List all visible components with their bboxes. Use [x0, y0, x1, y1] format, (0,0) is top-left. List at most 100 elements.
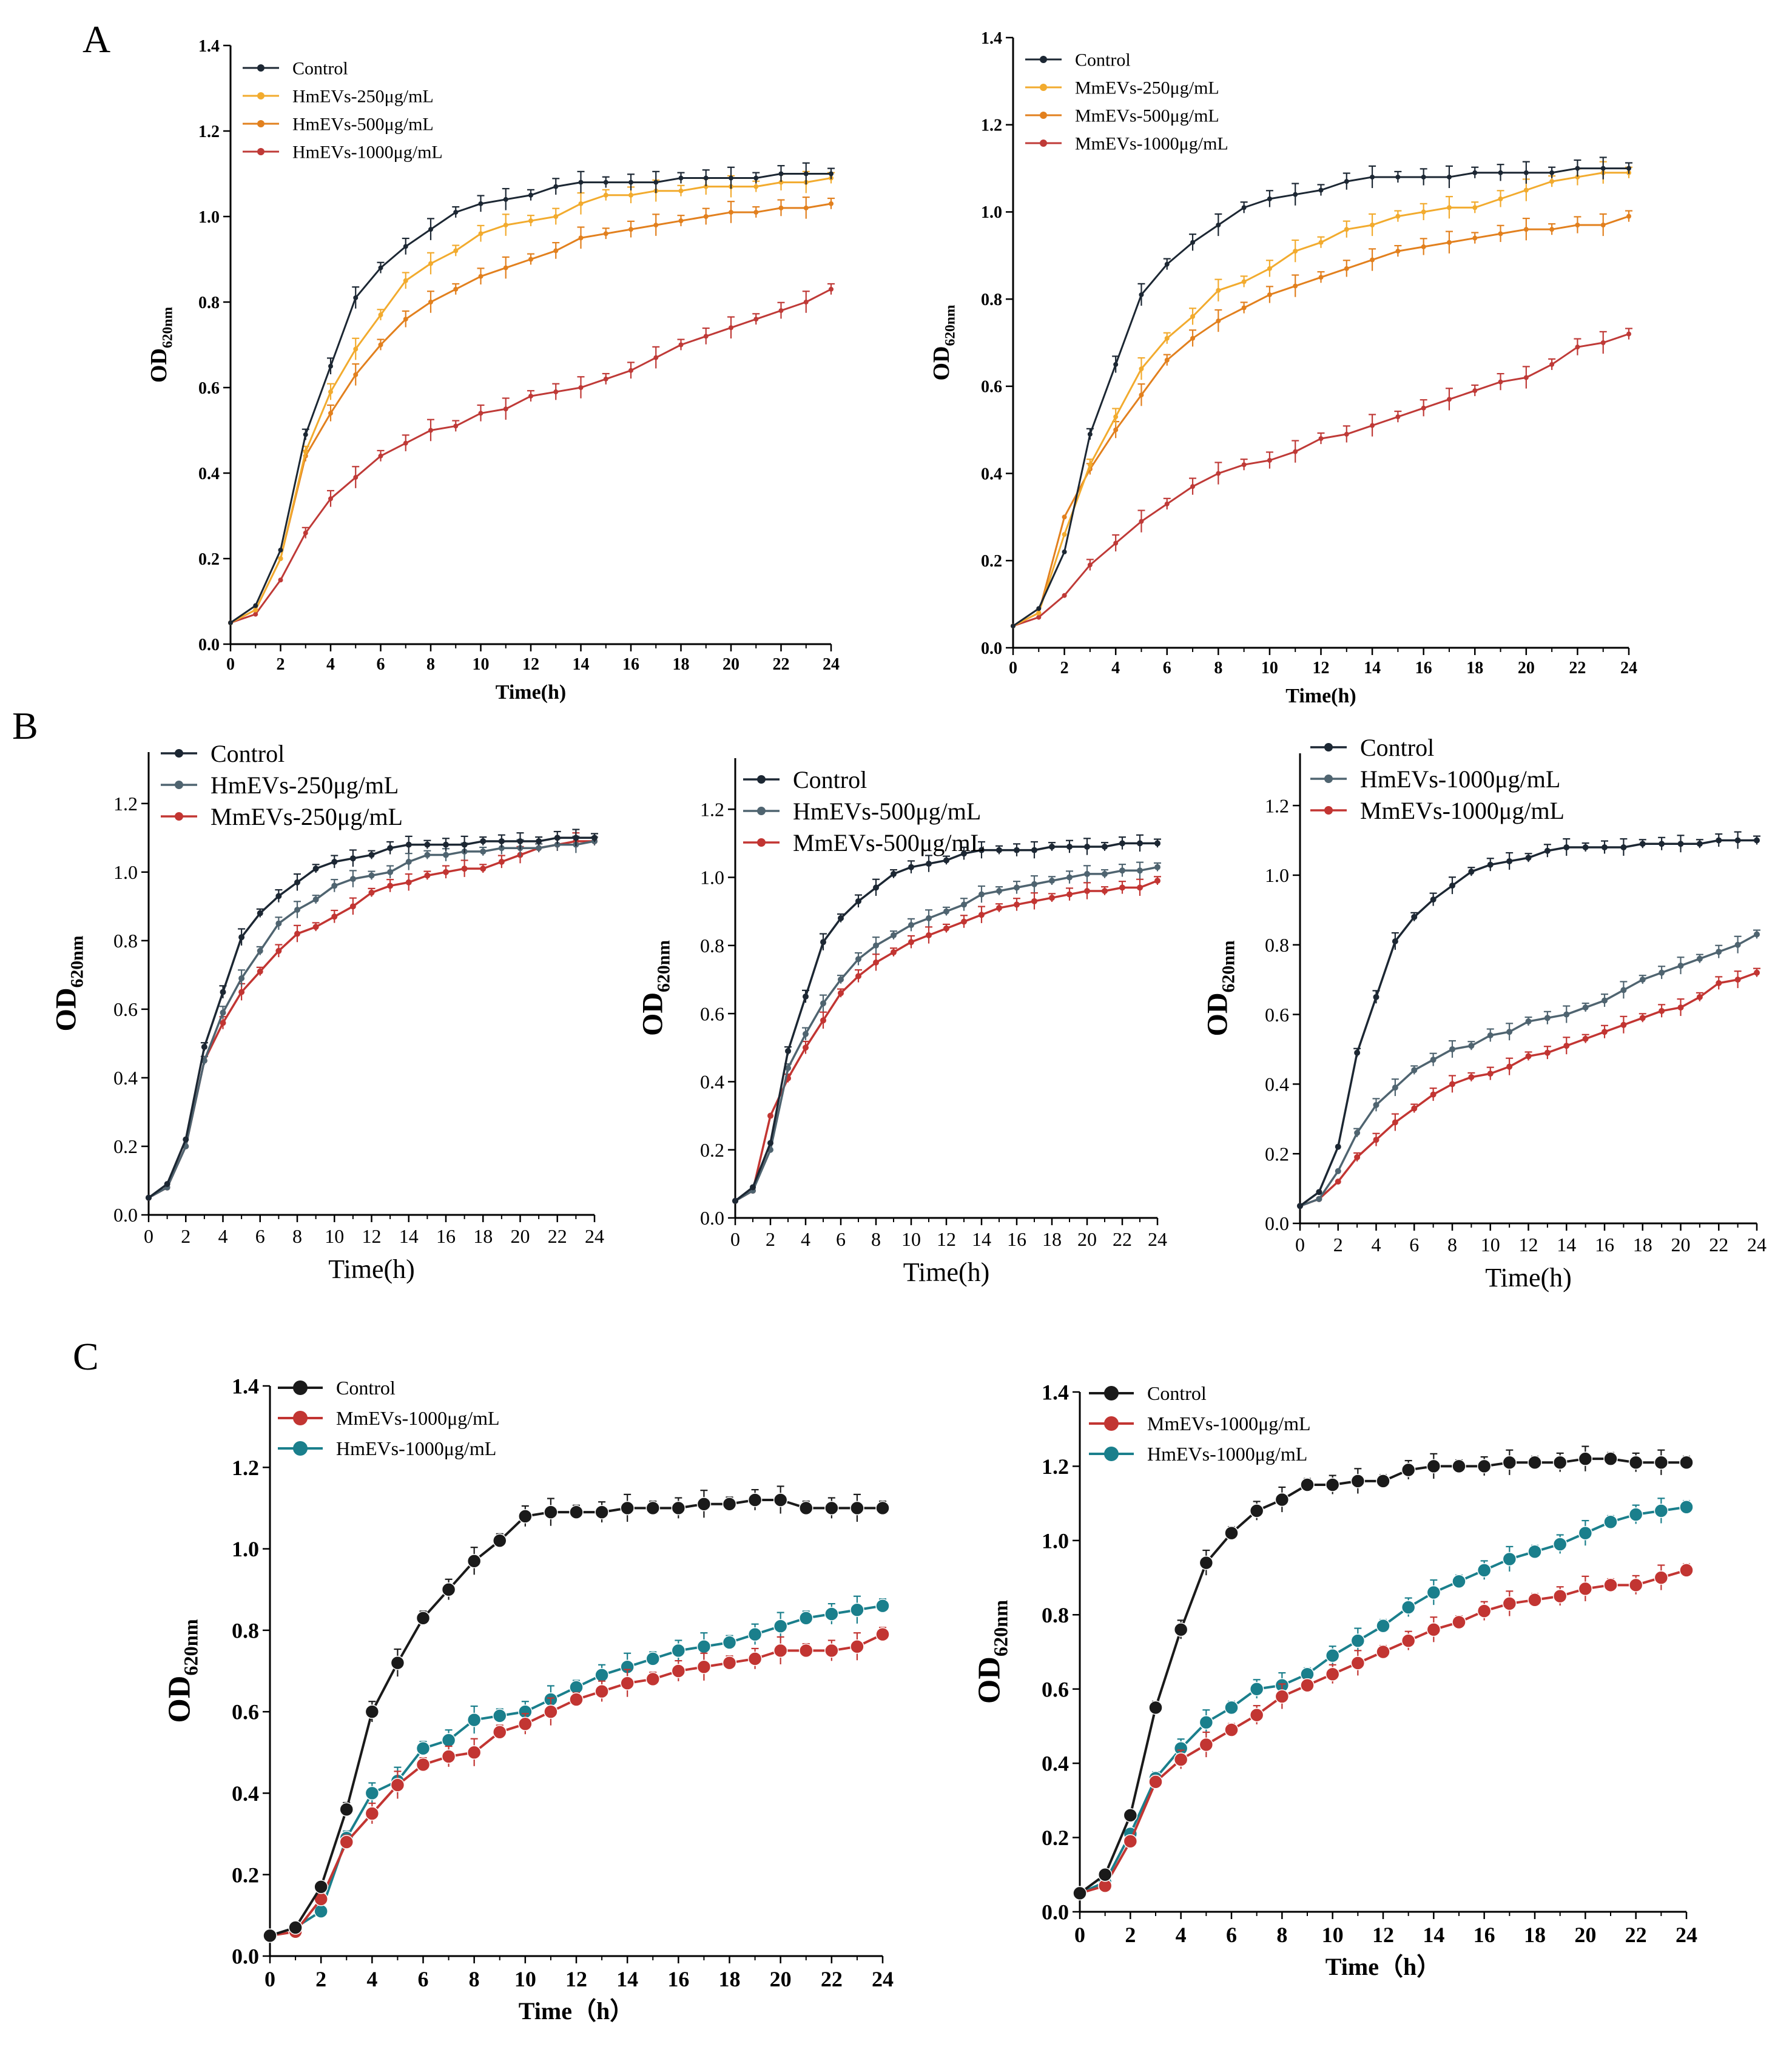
y-axis-label: OD620nm [163, 1619, 202, 1723]
data-point [1549, 227, 1555, 232]
y-tick-label: 1.2 [700, 798, 724, 820]
x-tick-label: 24 [1747, 1234, 1767, 1256]
y-tick-label: 1.0 [113, 861, 138, 883]
y-tick-label: 0.0 [700, 1207, 724, 1229]
data-point [536, 838, 542, 844]
data-point [1472, 205, 1478, 210]
legend-label: HmEVs-1000μg/mL [1360, 765, 1560, 793]
data-point [1350, 1633, 1366, 1648]
data-point [1241, 279, 1247, 284]
data-point [1148, 1700, 1163, 1715]
data-point [873, 942, 879, 949]
y-tick-label: 0.0 [113, 1204, 138, 1226]
data-point [278, 556, 283, 561]
x-tick-label: 0 [226, 655, 235, 674]
x-axis-label: Time(h) [903, 1257, 990, 1287]
data-point [799, 1501, 813, 1516]
data-point [1113, 414, 1119, 420]
legend-swatch-marker [257, 148, 264, 155]
data-point [753, 317, 759, 322]
data-point [1325, 1478, 1340, 1492]
x-tick-label: 10 [514, 1967, 536, 1991]
legend-item: MmEVs-1000μg/mL [278, 1407, 500, 1429]
legend-item: Control [1025, 50, 1131, 70]
legend-item: MmEVs-1000μg/mL [1310, 797, 1565, 824]
x-tick-label: 6 [1409, 1234, 1419, 1256]
data-point [1267, 196, 1272, 201]
data-point [1392, 1084, 1398, 1091]
data-point [722, 1496, 737, 1511]
y-tick-label: 0.8 [1042, 1603, 1069, 1627]
series-mmevs-1000-g-ml [1297, 967, 1760, 1209]
data-point [1173, 1622, 1188, 1637]
x-tick-label: 6 [255, 1225, 265, 1247]
data-point [253, 607, 258, 613]
data-point [824, 1607, 839, 1621]
y-tick-label: 0.8 [113, 930, 138, 952]
data-point [578, 385, 584, 390]
data-point [403, 278, 408, 283]
data-point [1123, 1834, 1138, 1849]
data-point [1659, 1007, 1665, 1014]
data-point [278, 577, 283, 583]
legend-label: Control [292, 59, 348, 79]
data-point [1528, 1455, 1542, 1470]
data-point [753, 175, 759, 181]
data-point [328, 496, 333, 502]
data-point [387, 845, 394, 852]
data-point [1472, 388, 1478, 394]
y-tick-label: 0.6 [981, 378, 1002, 397]
data-point [403, 317, 408, 322]
data-point [424, 852, 431, 858]
data-point [573, 835, 579, 841]
data-point [1446, 240, 1452, 245]
data-point [553, 389, 559, 395]
data-point [603, 231, 608, 237]
data-point [478, 231, 483, 237]
data-point [1426, 1459, 1441, 1474]
legend-swatch-marker [1104, 1447, 1119, 1461]
data-point [441, 1733, 456, 1747]
x-tick-label: 4 [218, 1225, 228, 1247]
data-point [1523, 375, 1529, 380]
y-tick-label: 0.4 [1042, 1752, 1069, 1776]
data-point [339, 1802, 354, 1817]
data-point [220, 1020, 226, 1026]
data-point [1249, 1707, 1264, 1723]
data-point [478, 411, 483, 416]
data-point [875, 1627, 890, 1642]
data-point [1401, 1633, 1416, 1648]
data-point [1498, 196, 1503, 201]
series-hmevs-500-g-ml [732, 861, 1161, 1204]
x-tick-label: 22 [1113, 1228, 1132, 1250]
data-point [628, 192, 633, 198]
data-point [1344, 179, 1349, 184]
data-point [803, 205, 809, 210]
series-hmevs-1000-g-ml [228, 283, 835, 625]
legend-swatch-marker [175, 781, 183, 789]
data-point [493, 1533, 507, 1548]
x-tick-label: 2 [277, 655, 285, 674]
y-tick-label: 0.2 [981, 552, 1002, 571]
data-point [390, 1655, 405, 1670]
data-point [1241, 305, 1247, 311]
x-tick-label: 2 [766, 1228, 775, 1250]
data-point [729, 325, 733, 331]
y-axis-label-subscript: 620nm [160, 307, 176, 348]
data-point [1297, 1203, 1303, 1209]
data-point [855, 898, 861, 904]
data-point [1073, 1886, 1087, 1901]
data-point [1544, 1015, 1551, 1021]
data-point [1452, 1615, 1466, 1630]
data-point [1421, 209, 1426, 215]
x-tick-label: 16 [1007, 1228, 1026, 1250]
data-point [829, 171, 834, 177]
data-point [416, 1741, 431, 1756]
legend-swatch-marker [1104, 1416, 1119, 1431]
data-point [294, 879, 300, 886]
legend-label: MmEVs-250μg/mL [1075, 78, 1219, 98]
data-point [1154, 840, 1160, 847]
chart-a2: 0 2 4 6 8 10 12 14 16 18 20 22 240.00.20.40.60.81.01… [929, 29, 1637, 707]
legend-swatch-marker [1104, 1386, 1119, 1400]
y-axis-label: OD620nm [50, 935, 87, 1031]
